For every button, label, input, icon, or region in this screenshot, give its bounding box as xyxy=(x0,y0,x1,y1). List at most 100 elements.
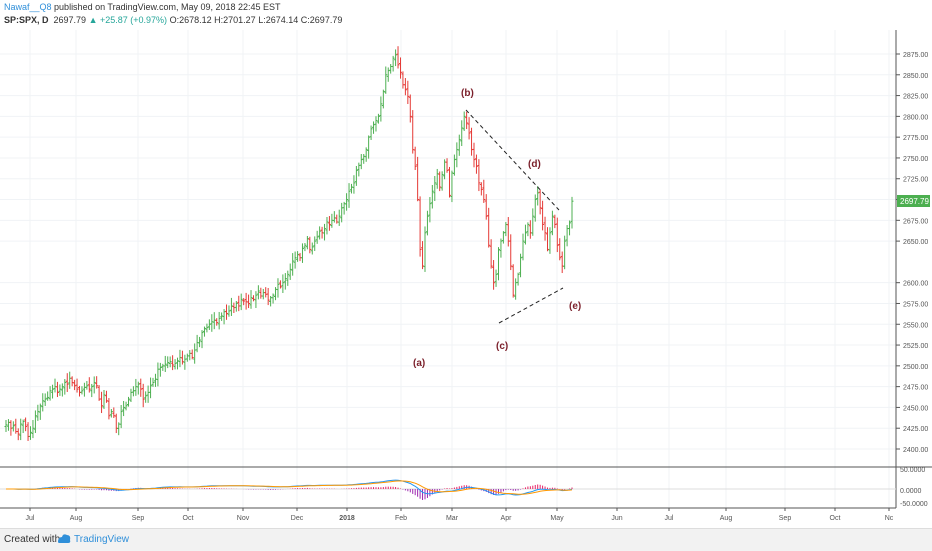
ohlc-bar xyxy=(555,217,559,253)
ohlc-bar xyxy=(499,238,503,258)
ohlc-bar xyxy=(472,142,476,168)
ohlc-bar xyxy=(19,418,23,441)
price-tick-label: 2825.00 xyxy=(903,94,928,101)
author-link[interactable]: Nawaf__Q8 xyxy=(4,2,52,12)
ohlc-bar xyxy=(450,170,454,203)
ohlc-bar xyxy=(100,391,104,414)
ohlc-bar xyxy=(38,403,42,420)
ohlc-bar xyxy=(80,386,84,395)
ohlc-bar xyxy=(403,78,407,96)
ohlc-bar xyxy=(374,116,378,132)
ohlc-bar xyxy=(467,117,471,140)
ohlc-bar xyxy=(82,382,86,397)
ohlc-bar xyxy=(533,194,537,222)
ohlc-bar xyxy=(158,362,162,377)
ohlc-bar xyxy=(519,253,523,278)
ohlc-bar xyxy=(90,383,94,398)
last-price-tag-text: 2697.79 xyxy=(900,197,929,206)
ohlc-bar xyxy=(163,355,167,372)
price-chart[interactable]: (a) (b) (c) (d) (e) 2400.00 2425.00 2450.0… xyxy=(0,0,932,528)
ohlc-bar xyxy=(423,226,427,272)
ohlc-bar xyxy=(180,350,184,365)
price-tick-label: 2875.00 xyxy=(903,52,928,59)
ohlc-bar xyxy=(521,233,525,261)
ohlc-bar xyxy=(217,311,221,330)
footer-bar: Created with TradingView xyxy=(0,528,932,551)
ohlc-bar xyxy=(394,49,398,67)
ohlc-bar xyxy=(381,89,385,109)
ohlc-bar xyxy=(139,378,143,397)
ohlc-bar xyxy=(215,318,219,326)
ohlc-bar xyxy=(303,243,307,252)
price-tick-label: 2725.00 xyxy=(903,177,928,184)
ohlc-bar xyxy=(523,224,527,245)
ohlc-bar xyxy=(349,183,353,194)
tradingview-brand-link[interactable]: TradingView xyxy=(74,534,130,545)
ohlc-bar xyxy=(364,147,368,162)
ohlc-bar xyxy=(288,263,292,280)
ohlc-bar xyxy=(479,182,483,196)
ohlc-bar xyxy=(193,343,197,364)
time-tick-label: Feb xyxy=(395,515,407,522)
ohlc-bar xyxy=(21,419,25,434)
ohlc-bar xyxy=(266,287,270,306)
ohlc-bar xyxy=(345,193,349,211)
ohlc-bar xyxy=(359,154,363,170)
change-value: ▲ +25.87 (+0.97%) xyxy=(88,15,168,25)
ohlc-bar xyxy=(146,385,150,403)
ohlc-bar xyxy=(354,166,358,186)
ohlc-bar xyxy=(406,80,410,105)
ohlc-bar xyxy=(548,227,552,254)
ohlc-bar xyxy=(166,356,170,369)
ohlc-bar xyxy=(362,154,366,164)
price-tick-label: 2525.00 xyxy=(903,343,928,350)
ohlc-bar xyxy=(153,373,157,387)
ohlc-bar xyxy=(261,288,265,300)
ohlc-bar xyxy=(372,121,376,134)
ohlc-bar xyxy=(60,383,64,397)
ohlc-bar xyxy=(396,46,400,69)
macd-tick-50: 50.0000 xyxy=(900,467,925,474)
ohlc-bar xyxy=(487,207,491,248)
ohlc-bar xyxy=(102,389,106,409)
ohlc-bar xyxy=(11,421,15,432)
ohlc-bar xyxy=(124,401,128,411)
ohlc-bar xyxy=(259,287,263,299)
ohlc-bar xyxy=(26,422,30,441)
ohlc-bar xyxy=(107,398,111,420)
time-tick-label: Sep xyxy=(132,515,145,522)
close-label: C: xyxy=(300,15,310,25)
ohlc-bar xyxy=(95,376,99,389)
ohlc-bar xyxy=(225,304,229,320)
price-tick-label: 2575.00 xyxy=(903,301,928,308)
ohlc-bar xyxy=(210,314,214,332)
ohlc-bar xyxy=(16,428,20,441)
ohlc-bar xyxy=(31,419,35,439)
ohlc-bar xyxy=(53,378,57,393)
open-value: 2678.12 xyxy=(179,15,212,25)
ohlc-bar xyxy=(151,377,155,387)
ohlc-bar xyxy=(308,236,312,254)
ohlc-bar xyxy=(178,349,182,368)
time-tick-label: Jul xyxy=(665,515,674,522)
ohlc-bar xyxy=(462,111,466,131)
time-tick-label: Jul xyxy=(26,515,35,522)
ohlc-bar xyxy=(46,391,50,401)
ohlc-bar xyxy=(506,217,510,247)
ohlc-bar xyxy=(440,171,444,191)
ohlc-bar xyxy=(188,350,192,361)
ohlc-bar xyxy=(92,376,96,394)
ohlc-bar xyxy=(239,293,243,311)
ohlc-bar xyxy=(501,231,505,244)
ohlc-bar xyxy=(271,293,275,304)
price-tick-label: 2400.00 xyxy=(903,447,928,454)
price-tick-label: 2775.00 xyxy=(903,135,928,142)
macd-signal-line xyxy=(6,480,573,495)
time-axis: Jul Aug Sep Oct Nov Dec 2018 Feb Mar Apr May Jun Jul… xyxy=(26,508,894,522)
publish-line: Nawaf__Q8 published on TradingView.com, … xyxy=(4,2,281,12)
time-tick-label: Nc xyxy=(885,515,894,522)
ohlc-bar xyxy=(545,227,549,252)
time-tick-label: Jun xyxy=(611,515,622,522)
ohlc-bar xyxy=(168,356,172,368)
ohlc-bar xyxy=(73,379,77,391)
